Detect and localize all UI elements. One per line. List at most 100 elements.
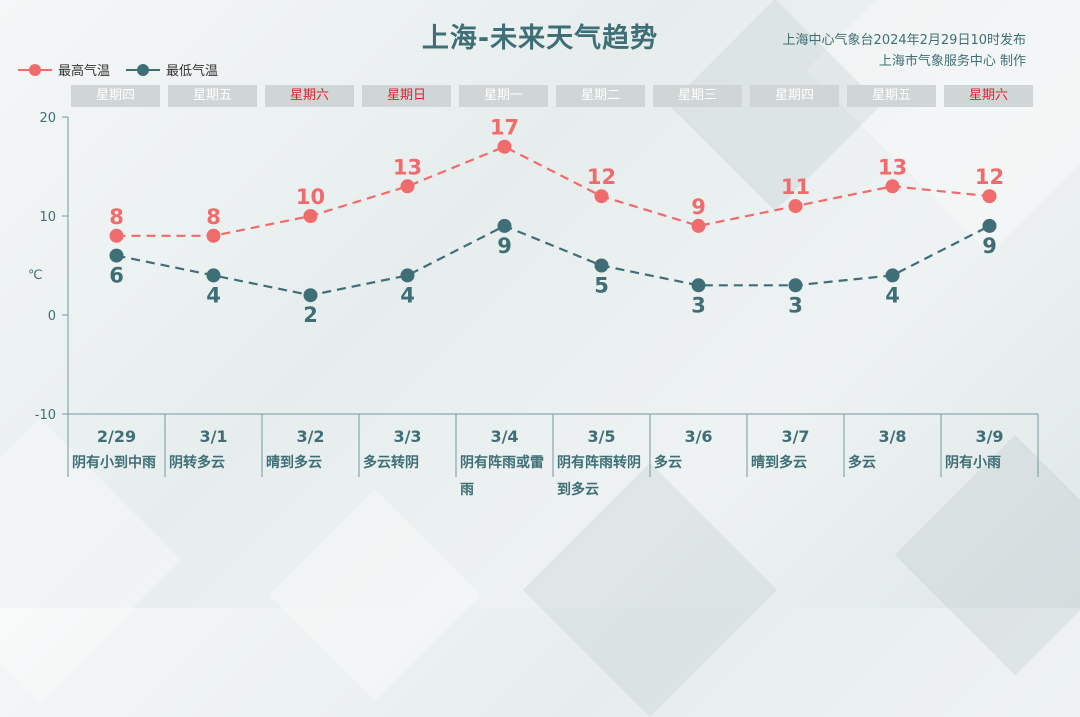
weekday-label: 星期日: [362, 85, 451, 107]
day-date: 3/8: [878, 427, 907, 446]
y-tick-label: 0: [48, 309, 56, 324]
day-weather: 阴有阵雨或雷雨: [460, 455, 544, 498]
day-weather: 阴有小雨: [945, 455, 1001, 471]
y-tick-label: 20: [39, 111, 56, 126]
data-point-low: [303, 288, 318, 303]
day-weather: 阴有小到中雨: [72, 455, 156, 471]
day-info: 2/29 阴有小到中雨: [68, 420, 165, 477]
data-label-high: 13: [393, 155, 422, 179]
day-weather: 阴有阵雨转阴到多云: [557, 455, 641, 498]
data-point-high: [303, 209, 318, 223]
data-label-high: 17: [490, 116, 519, 140]
day-date: 3/7: [781, 427, 810, 446]
data-label-high: 8: [206, 205, 221, 229]
data-label-low: 6: [109, 264, 124, 288]
weekday-label: 星期四: [71, 85, 160, 107]
data-point-low: [982, 218, 997, 233]
data-label-high: 12: [975, 165, 1004, 189]
source-producer: 上海市气象服务中心 制作: [878, 54, 1026, 69]
data-label-low: 4: [885, 283, 900, 307]
day-weather: 阴转多云: [169, 455, 225, 471]
data-point-high: [400, 179, 415, 194]
day-info: 3/7 晴到多云: [747, 420, 844, 477]
y-tick-label: 10: [39, 210, 56, 225]
source-publisher: 上海中心气象台2024年2月29日10时发布: [782, 33, 1026, 48]
data-label-low: 9: [497, 234, 512, 258]
day-info: 3/2 晴到多云: [262, 420, 359, 477]
data-point-high: [982, 189, 997, 204]
data-label-high: 9: [691, 195, 706, 219]
weekday-label: 星期六: [944, 85, 1033, 107]
day-date: 3/4: [490, 427, 519, 446]
data-label-low: 3: [691, 293, 706, 317]
legend-label-high: 最高气温: [58, 64, 111, 79]
data-point-low: [206, 268, 221, 283]
data-label-low: 4: [206, 283, 221, 307]
day-info: 3/8 多云: [844, 420, 941, 477]
day-info: 3/4 阴有阵雨或雷雨: [456, 420, 553, 504]
day-date: 3/3: [393, 427, 422, 446]
y-axis-unit: ℃: [28, 268, 43, 283]
weekday-label: 星期五: [847, 85, 936, 107]
series-line-high: [116, 145, 990, 237]
data-point-low: [885, 268, 900, 283]
weekday-label: 星期六: [265, 85, 354, 107]
data-point-low: [691, 278, 706, 293]
data-label-high: 13: [878, 155, 907, 179]
data-label-high: 8: [109, 205, 124, 229]
data-label-high: 12: [587, 165, 616, 189]
legend-item-high: 最高气温: [18, 60, 110, 79]
day-weather: 晴到多云: [751, 455, 807, 471]
legend-swatch-low: [126, 63, 161, 76]
data-point-high: [594, 189, 609, 204]
day-date: 3/2: [296, 427, 325, 446]
day-info: 3/9 阴有小雨: [941, 420, 1038, 477]
day-info: 3/3 多云转阴: [359, 420, 456, 477]
data-point-low: [497, 218, 512, 233]
weekday-row: 星期四 星期五 星期六 星期日 星期一 星期二 星期三 星期四 星期五 星期六: [0, 85, 1080, 107]
legend-item-low: 最低气温: [126, 60, 218, 79]
temperature-chart: -10 0 10 20 8 8 10 13 17 12 9 11 13 12 6 4 2 4 9 5 3 3 4 9: [35, 111, 1039, 477]
weekday-label: 星期二: [556, 85, 645, 107]
day-info: 3/1 阴转多云: [165, 420, 262, 477]
data-point-low: [400, 268, 415, 283]
data-label-low: 5: [594, 274, 609, 298]
data-label-low: 9: [982, 234, 997, 258]
data-point-low: [788, 278, 803, 293]
day-date: 3/9: [975, 427, 1004, 446]
day-weather: 多云: [654, 455, 682, 471]
chart-legend: 最高气温 最低气温: [18, 60, 218, 79]
legend-swatch-high: [18, 63, 52, 76]
data-point-high: [885, 179, 900, 194]
day-info: 3/5 阴有阵雨转阴到多云: [553, 420, 650, 504]
weekday-label: 星期一: [459, 85, 548, 107]
series-line-low: [116, 224, 990, 297]
data-point-high: [206, 228, 221, 243]
day-weather: 多云转阴: [363, 455, 419, 471]
data-point-high: [691, 218, 706, 233]
data-point-high: [788, 199, 803, 214]
chart-title: 上海-未来天气趋势: [421, 23, 659, 54]
day-date: 3/1: [199, 427, 228, 446]
data-label-low: 4: [400, 283, 415, 307]
day-date: 3/6: [684, 427, 713, 446]
day-weather: 多云: [848, 455, 876, 471]
y-tick-label: -10: [35, 408, 56, 423]
source-info: 上海中心气象台2024年2月29日10时发布 上海市气象服务中心 制作: [783, 30, 1026, 72]
day-weather: 晴到多云: [266, 455, 322, 471]
data-point-high: [497, 139, 512, 154]
data-point-low: [109, 248, 124, 263]
weekday-label: 星期四: [750, 85, 839, 107]
data-point-low: [594, 258, 609, 273]
day-date: 2/29: [96, 427, 137, 446]
data-label-high: 10: [296, 185, 325, 209]
weekday-label: 星期三: [653, 85, 742, 107]
data-point-high: [109, 228, 124, 243]
legend-label-low: 最低气温: [166, 64, 219, 79]
day-info: 3/6 多云: [650, 420, 747, 477]
day-date: 3/5: [587, 427, 616, 446]
data-label-high: 11: [781, 175, 810, 199]
weekday-label: 星期五: [168, 85, 257, 107]
data-label-low: 2: [303, 303, 318, 327]
data-label-low: 3: [788, 293, 803, 317]
